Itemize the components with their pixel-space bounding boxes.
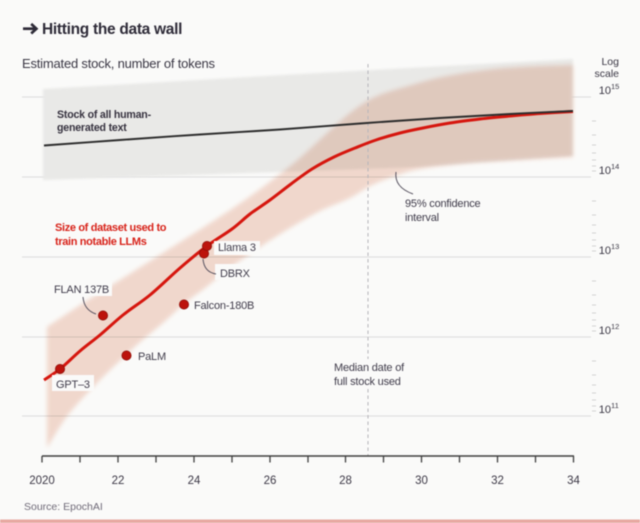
svg-text:10: 10: [599, 165, 611, 177]
svg-text:Stock of all human-: Stock of all human-: [57, 109, 152, 121]
svg-text:Source: EpochAI: Source: EpochAI: [24, 501, 103, 513]
svg-text:15: 15: [611, 82, 619, 91]
svg-text:10: 10: [599, 245, 611, 257]
svg-text:interval: interval: [405, 212, 439, 224]
svg-text:Llama 3: Llama 3: [218, 242, 256, 254]
svg-text:generated text: generated text: [57, 122, 127, 134]
svg-text:Median date of: Median date of: [334, 362, 405, 374]
svg-text:GPT–3: GPT–3: [56, 379, 90, 391]
svg-text:28: 28: [339, 475, 352, 487]
svg-text:10: 10: [599, 85, 611, 97]
svg-text:Falcon-180B: Falcon-180B: [194, 300, 254, 312]
svg-text:Hitting the data wall: Hitting the data wall: [42, 21, 182, 38]
svg-text:10: 10: [599, 325, 611, 337]
svg-text:13: 13: [611, 242, 619, 251]
svg-text:14: 14: [611, 162, 619, 171]
svg-text:32: 32: [491, 475, 504, 487]
svg-text:PaLM: PaLM: [138, 351, 166, 363]
svg-text:34: 34: [567, 475, 580, 487]
svg-text:Estimated stock, number of tok: Estimated stock, number of tokens: [22, 56, 216, 71]
svg-text:10: 10: [599, 404, 611, 416]
svg-text:26: 26: [264, 475, 277, 487]
svg-text:FLAN 137B: FLAN 137B: [54, 284, 109, 296]
svg-text:2020: 2020: [29, 475, 55, 487]
svg-text:scale: scale: [594, 68, 619, 80]
svg-text:11: 11: [611, 401, 619, 410]
svg-text:24: 24: [188, 475, 201, 487]
svg-text:full stock used: full stock used: [334, 376, 401, 388]
svg-text:12: 12: [611, 322, 619, 331]
svg-text:DBRX: DBRX: [220, 268, 251, 280]
svg-text:95% confidence: 95% confidence: [405, 198, 481, 210]
svg-text:Log: Log: [601, 56, 619, 68]
svg-text:Size of dataset used to: Size of dataset used to: [55, 222, 167, 234]
svg-text:train notable LLMs: train notable LLMs: [55, 236, 147, 248]
svg-text:22: 22: [112, 475, 125, 487]
svg-text:30: 30: [415, 475, 428, 487]
